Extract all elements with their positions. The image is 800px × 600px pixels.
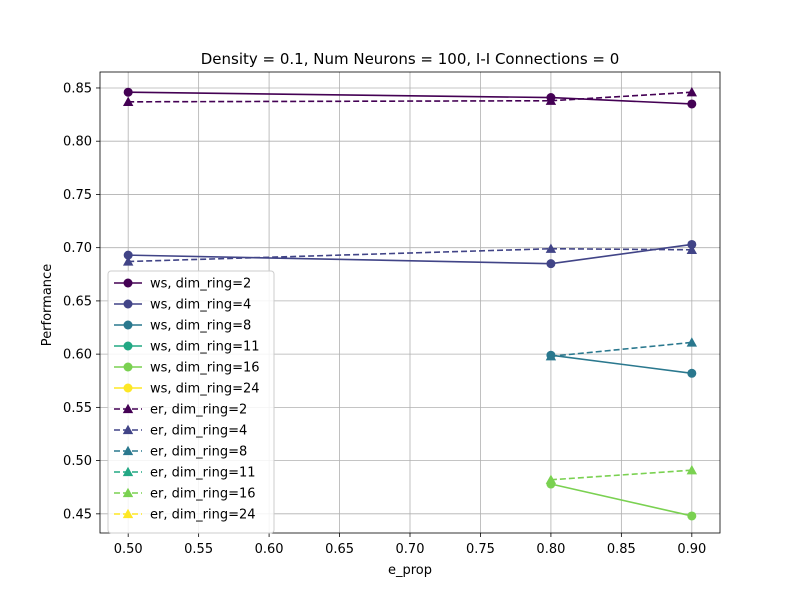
legend-entry: er, dim_ring=8 [114,445,247,460]
data-point [122,256,134,266]
series-6 [122,87,698,106]
x-tick-label: 0.60 [255,542,284,557]
y-tick-label: 0.65 [63,294,92,309]
legend-entry: ws, dim_ring=2 [114,277,251,292]
legend-marker [123,278,133,288]
y-tick-label: 0.45 [63,507,92,522]
legend-label: ws, dim_ring=11 [150,340,260,355]
x-tick-label: 0.65 [325,542,354,557]
legend-label: er, dim_ring=16 [150,487,256,502]
legend-entry: er, dim_ring=4 [114,424,247,439]
data-point [545,474,557,484]
legend-entry: ws, dim_ring=11 [114,340,260,355]
x-tick-label: 0.90 [677,542,706,557]
legend-entry: er, dim_ring=24 [114,508,256,523]
legend-marker [122,403,134,414]
y-tick-label: 0.50 [63,454,92,469]
legend-label: ws, dim_ring=2 [150,277,251,292]
ticks: 0.50 0.55 0.60 0.65 0.70 0.75 0.80 0.85 0.90 0.45… [63,81,706,557]
y-tick-label: 0.80 [63,135,92,150]
data-point [545,243,557,253]
data-point [546,259,556,269]
x-axis-label: e_prop [388,563,432,578]
legend-marker [122,466,134,477]
legend-marker [122,424,134,435]
legend-marker [123,341,133,351]
legend: ws, dim_ring=2 ws, dim_ring=4 ws, dim_ring… [107,270,275,534]
x-tick-label: 0.55 [184,542,213,557]
series-line [550,483,692,517]
series-line [550,354,692,375]
y-tick-label: 0.55 [63,401,92,416]
legend-label: ws, dim_ring=16 [150,361,260,376]
legend-marker [123,299,133,309]
data-point [687,368,697,378]
legend-entry: ws, dim_ring=24 [114,382,260,397]
y-axis-label: Performance [40,264,55,346]
chart-title: Density = 0.1, Num Neurons = 100, I-I Co… [201,50,620,68]
series-layer [122,87,698,521]
x-tick-label: 0.75 [466,542,495,557]
legend-box [107,270,275,534]
legend-label: ws, dim_ring=8 [150,319,251,334]
series-line [550,341,692,358]
x-tick-label: 0.50 [114,542,143,557]
legend-entry: ws, dim_ring=16 [114,361,260,376]
legend-label: ws, dim_ring=24 [150,382,260,397]
legend-label: ws, dim_ring=4 [150,298,251,313]
legend-label: er, dim_ring=8 [150,445,247,460]
legend-label: er, dim_ring=2 [150,403,247,418]
data-point [686,244,698,254]
y-tick-label: 0.75 [63,188,92,203]
legend-marker [123,383,133,393]
series-8 [545,337,698,361]
y-tick-label: 0.60 [63,348,92,363]
legend-label: er, dim_ring=11 [150,466,256,481]
legend-label: er, dim_ring=24 [150,508,256,523]
data-point [686,464,698,475]
legend-marker [122,487,134,498]
data-point [686,87,698,97]
data-point [686,337,698,347]
x-tick-label: 0.70 [396,542,425,557]
legend-entry: er, dim_ring=11 [114,466,256,481]
series-7 [122,243,698,266]
data-point [123,250,133,260]
legend-entry: ws, dim_ring=8 [114,319,251,334]
series-line [128,91,692,103]
legend-entry: ws, dim_ring=4 [114,298,251,313]
legend-marker [122,445,134,456]
y-tick-label: 0.85 [63,81,92,96]
data-point [122,96,134,106]
x-tick-label: 0.80 [536,542,565,557]
data-point [123,87,133,97]
legend-marker [123,320,133,330]
legend-marker [122,508,134,519]
series-line [550,469,692,481]
legend-label: er, dim_ring=4 [150,424,247,439]
legend-entry: er, dim_ring=2 [114,403,247,418]
data-point [687,239,697,249]
data-point [545,95,557,105]
data-point [687,511,697,521]
data-point [687,99,697,109]
legend-marker [123,362,133,372]
series-line [128,247,692,263]
x-tick-label: 0.85 [607,542,636,557]
grid [100,72,720,533]
legend-entry: er, dim_ring=16 [114,487,256,502]
y-tick-label: 0.70 [63,241,92,256]
data-point [545,351,557,361]
series-10 [545,464,698,484]
